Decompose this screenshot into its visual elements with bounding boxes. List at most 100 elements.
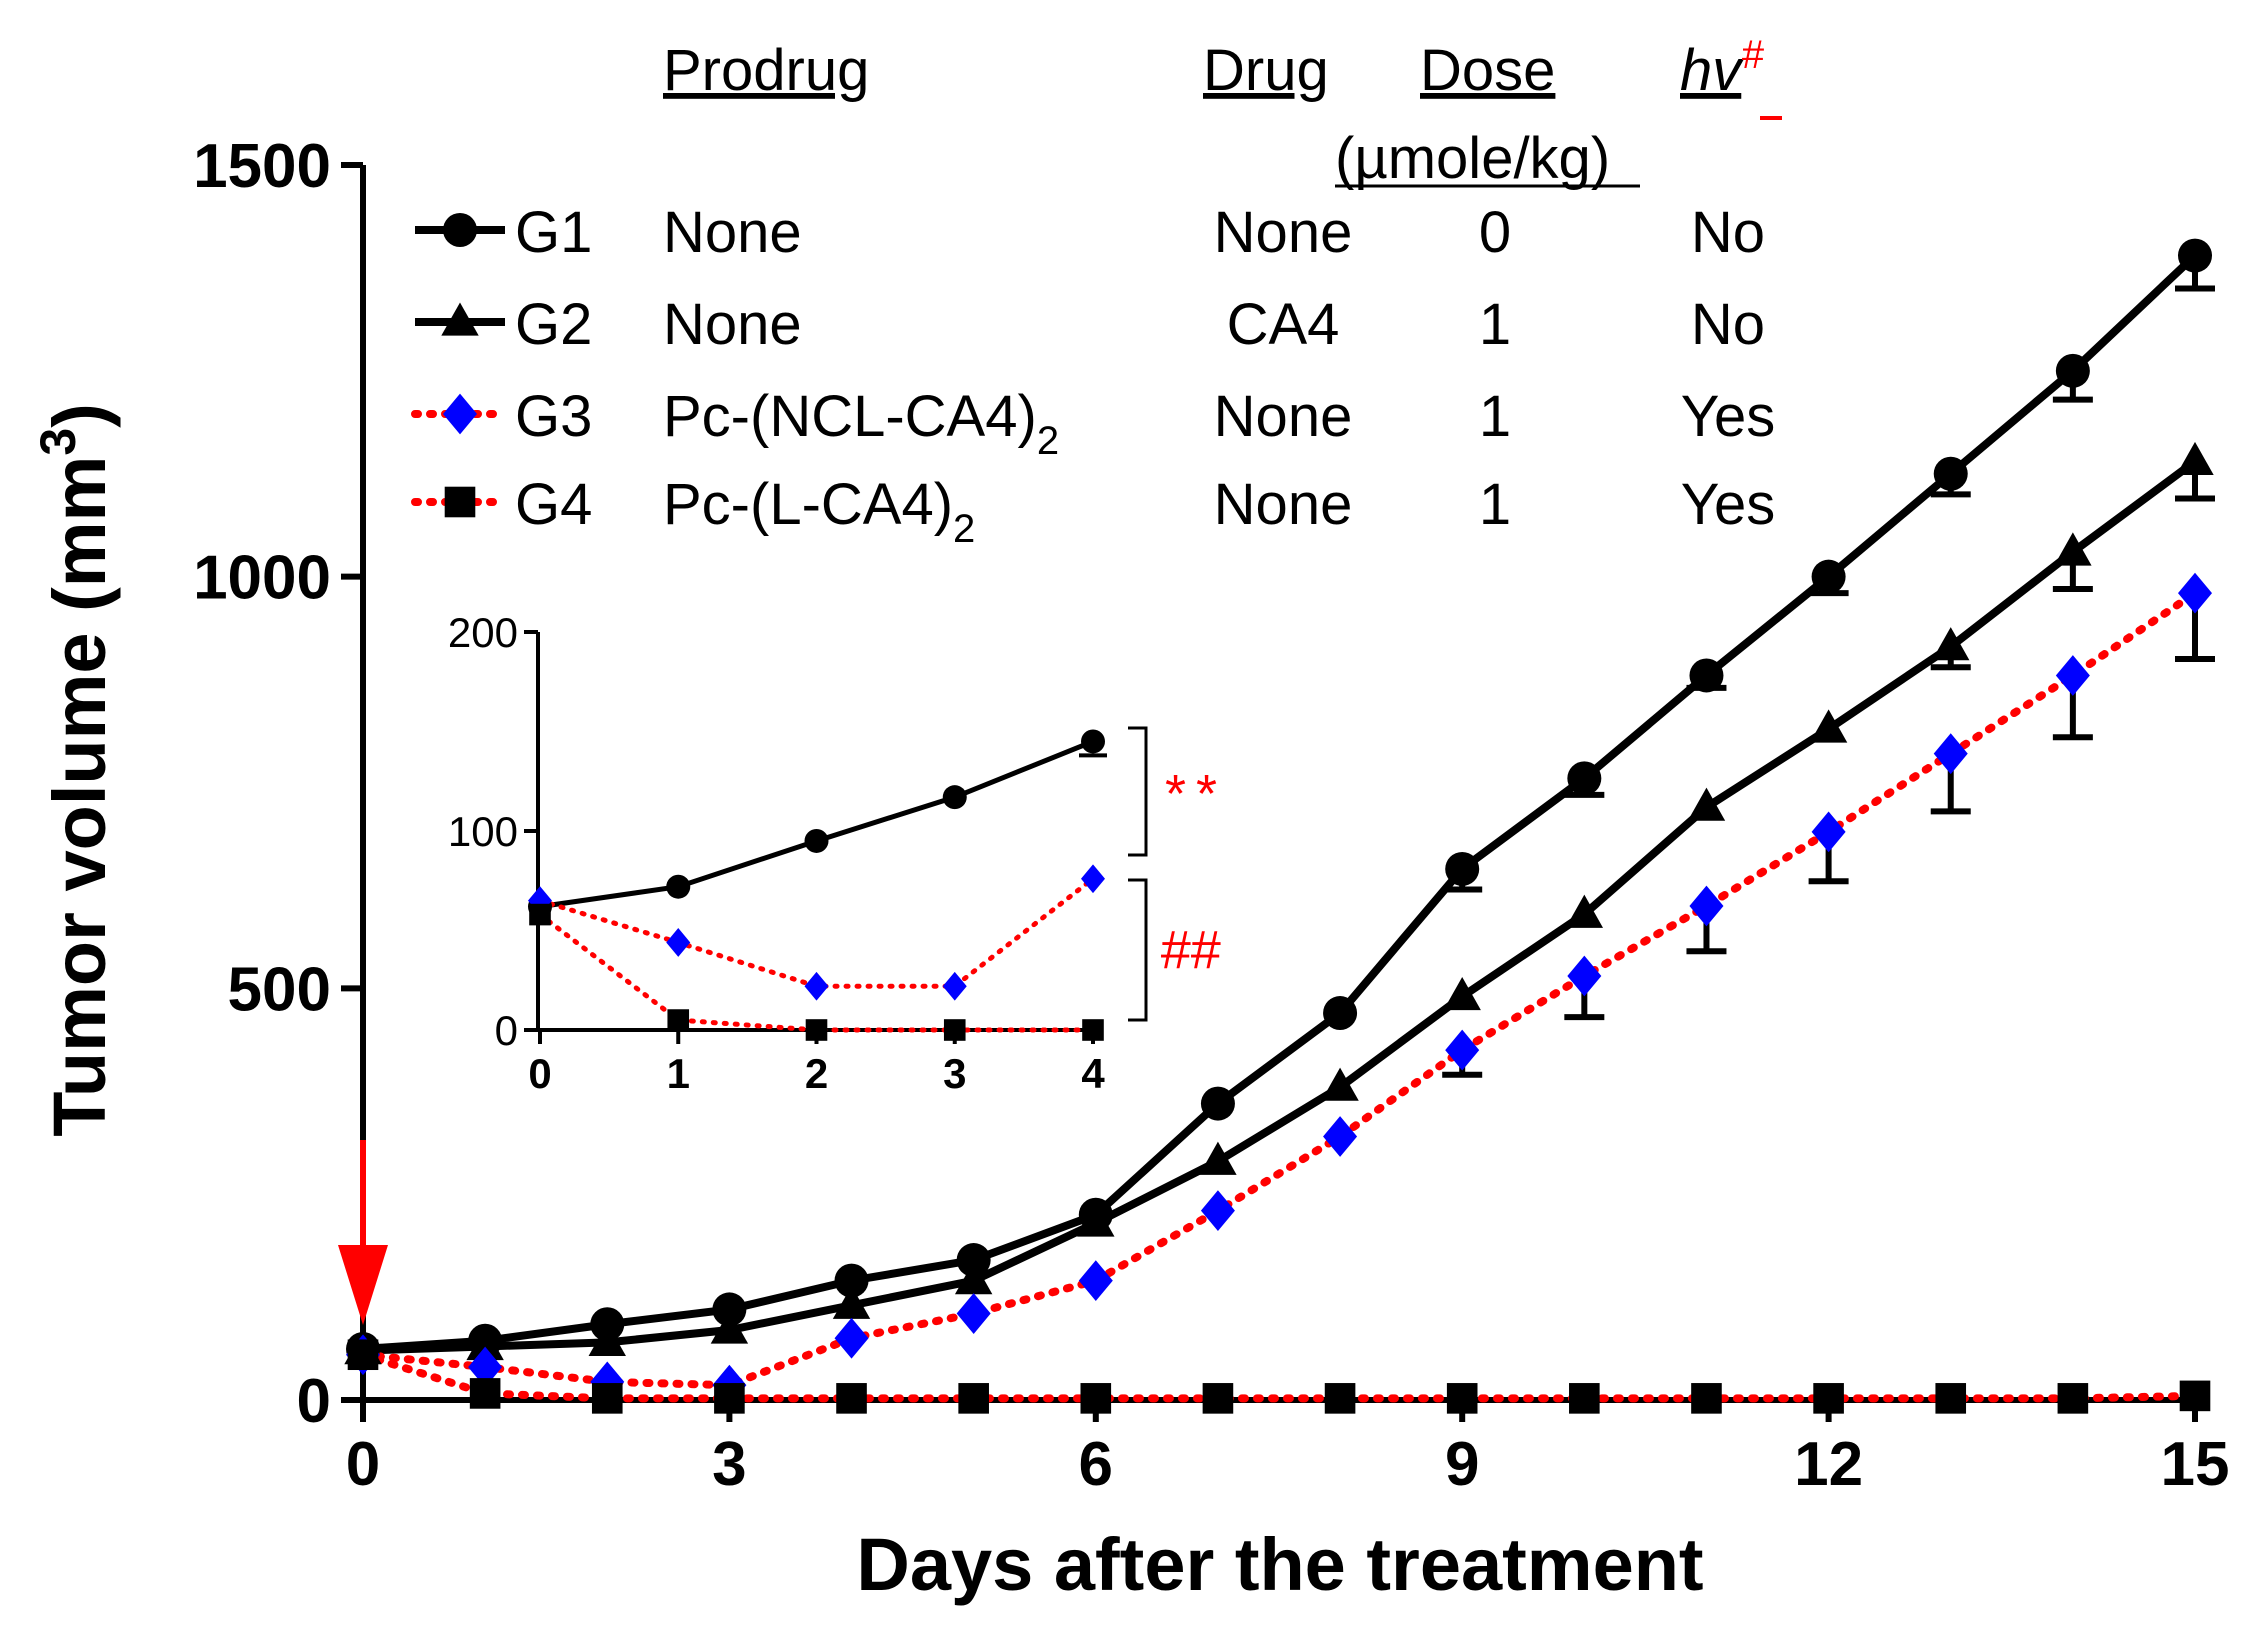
- point-g1: [956, 1243, 991, 1278]
- y-axis-label: Tumor volume (mm3): [30, 403, 121, 1137]
- legend-drug: None: [1214, 472, 1353, 537]
- point-g2: [1199, 1141, 1237, 1175]
- inset-point-g4: [943, 1019, 966, 1041]
- treatment-arrow: [338, 1140, 388, 1325]
- legend-prodrug-subscript: 2: [953, 507, 975, 551]
- legend-drug: None: [1214, 384, 1353, 449]
- significance-stars: **: [1165, 764, 1227, 824]
- point-g1: [1567, 761, 1602, 796]
- inset-line-g1: [539, 739, 1094, 910]
- point-g4: [1324, 1383, 1356, 1414]
- point-g2: [1321, 1067, 1359, 1101]
- legend-dose: 1: [1479, 384, 1511, 449]
- legend-prodrug-subscript: 2: [1037, 419, 1059, 463]
- y-axis-label-sup: 3: [30, 428, 86, 456]
- point-g1: [712, 1292, 747, 1327]
- point-g2: [2176, 441, 2214, 475]
- point-g1: [1200, 1086, 1235, 1121]
- legend-header-dose-unit: (µmole/kg): [1335, 126, 1610, 191]
- legend-group-g2: G2: [515, 292, 592, 357]
- point-g4: [2179, 1380, 2211, 1412]
- main-ytick-label: 500: [228, 955, 331, 1024]
- legend-header-drug: Drug: [1203, 38, 1329, 103]
- legend-prodrug: None: [663, 200, 802, 265]
- point-g4: [347, 1339, 379, 1371]
- point-g2: [1077, 1203, 1115, 1237]
- point-g4: [1691, 1383, 1722, 1414]
- point-g2: [832, 1285, 871, 1319]
- point-g3: [1567, 955, 1602, 997]
- series-line-g2: [362, 458, 2198, 1355]
- point-g4: [1935, 1383, 1967, 1414]
- point-g3: [1200, 1190, 1235, 1232]
- point-g1: [2055, 353, 2090, 388]
- main-xtick-label: 15: [2161, 1430, 2230, 1499]
- point-g3: [834, 1317, 869, 1359]
- inset-point-g1: [942, 785, 967, 810]
- inset-point-g3: [1081, 864, 1105, 894]
- inset-point-g3: [942, 971, 967, 1001]
- legend-dose: 1: [1479, 292, 1511, 357]
- legend-prodrug: Pc-(L-CA4)2: [663, 472, 975, 551]
- point-g1: [1811, 559, 1846, 594]
- point-g4: [1813, 1383, 1844, 1414]
- legend-marker-g2: [441, 302, 479, 336]
- legend-drug: CA4: [1227, 292, 1340, 357]
- legend-group-g4: G4: [515, 472, 592, 537]
- main-xtick-label: 3: [712, 1430, 746, 1499]
- legend-hv: No: [1691, 200, 1765, 265]
- point-g1: [1689, 658, 1724, 693]
- point-g4: [1446, 1383, 1478, 1414]
- inset-point-g1: [1081, 729, 1105, 754]
- point-g2: [466, 1326, 504, 1361]
- legend-hv: Yes: [1681, 472, 1776, 537]
- main-xtick-label: 6: [1079, 1430, 1113, 1499]
- point-g3: [1689, 885, 1724, 927]
- point-g3: [1078, 1260, 1113, 1302]
- inset-chart: 0 100 200 0 1 2 3 4 ** ##: [448, 609, 1227, 1097]
- point-g3: [1323, 1116, 1358, 1157]
- point-g4: [1202, 1383, 1234, 1414]
- point-g4: [1080, 1383, 1112, 1414]
- point-g4: [2057, 1383, 2089, 1414]
- legend-prodrug: Pc-(NCL-CA4)2: [663, 384, 1059, 463]
- point-g1: [1445, 851, 1480, 886]
- point-g2: [954, 1261, 993, 1295]
- point-g2: [1809, 709, 1848, 743]
- inset-point-g1: [666, 874, 691, 899]
- inset-xtick-label: 4: [1081, 1050, 1105, 1097]
- y-axis-label-close: ): [38, 403, 121, 428]
- main-xtick-label: 9: [1445, 1430, 1479, 1499]
- legend-marker-g4: [444, 486, 476, 518]
- legend-dose: 1: [1479, 472, 1511, 537]
- legend-drug: None: [1214, 200, 1353, 265]
- main-ytick-label: 1000: [193, 544, 331, 613]
- inset-ytick-label: 100: [448, 808, 518, 855]
- bracket-g1-g3: [1128, 726, 1148, 857]
- point-g1: [1933, 456, 1968, 491]
- point-g2: [1687, 787, 1726, 821]
- point-g2: [1443, 977, 1481, 1011]
- point-g1: [1323, 996, 1358, 1031]
- legend-header-prodrug: Prodrug: [663, 38, 869, 103]
- series-line-g3: [359, 589, 2199, 1390]
- inset-point-g3: [666, 928, 691, 957]
- point-g2: [710, 1310, 749, 1344]
- point-g2: [2054, 532, 2092, 566]
- inset-ytick-label: 200: [448, 609, 518, 656]
- main-ytick-label: 1500: [193, 132, 331, 201]
- inset-ytick-label: 0: [495, 1007, 518, 1054]
- legend-group-g1: G1: [515, 200, 592, 265]
- point-g3: [1811, 811, 1846, 853]
- legend-marker-g1: [443, 213, 477, 247]
- x-axis-label: Days after the treatment: [856, 1523, 1703, 1606]
- point-g1: [2178, 238, 2212, 273]
- point-g3: [2178, 572, 2212, 614]
- main-ytick-label: 0: [297, 1367, 331, 1436]
- point-g3: [2055, 655, 2090, 696]
- legend-dose: 0: [1479, 200, 1511, 265]
- inset-xtick-label: 2: [805, 1050, 828, 1097]
- point-g4: [1569, 1383, 1600, 1414]
- point-g1: [834, 1263, 869, 1298]
